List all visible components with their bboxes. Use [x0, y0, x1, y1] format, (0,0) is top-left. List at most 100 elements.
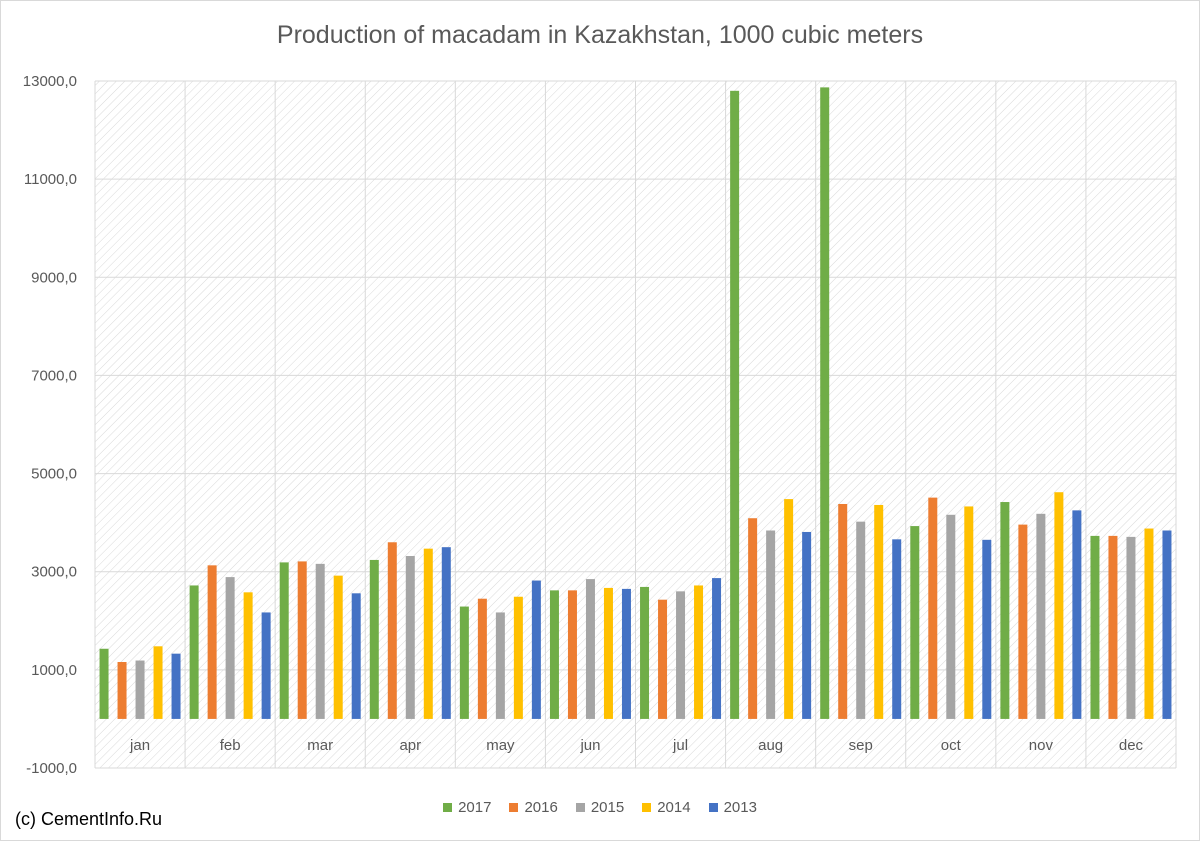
- legend-label: 2016: [524, 799, 558, 816]
- bar-2017-jun: [549, 590, 559, 719]
- bar-2017-feb: [189, 585, 199, 719]
- bar-2015-nov: [1036, 513, 1046, 719]
- legend-item-2016: 2016: [509, 799, 558, 816]
- bar-2017-nov: [1000, 502, 1010, 719]
- bar-2013-aug: [802, 531, 812, 719]
- legend-swatch: [509, 803, 519, 812]
- y-tick-label: 9000,0: [31, 269, 77, 286]
- bar-2014-jun: [603, 587, 613, 719]
- bar-2014-apr: [423, 548, 433, 719]
- bar-2017-may: [459, 606, 469, 719]
- bar-2014-may: [513, 596, 523, 719]
- bar-2017-dec: [1090, 535, 1100, 719]
- bar-2013-oct: [982, 539, 992, 719]
- bars: [99, 87, 1172, 719]
- legend-swatch: [575, 803, 585, 812]
- bar-2016-feb: [207, 565, 217, 719]
- legend-swatch: [642, 803, 652, 812]
- legend-label: 2014: [657, 799, 691, 816]
- y-tick-label: 13000,0: [23, 73, 77, 90]
- bar-2016-oct: [928, 497, 938, 719]
- x-tick-label: oct: [941, 737, 962, 754]
- x-tick-label: jul: [672, 737, 688, 754]
- y-tick-label: 3000,0: [31, 564, 77, 581]
- legend-swatch: [443, 803, 453, 812]
- gridlines: [94, 80, 1177, 769]
- bar-2015-jan: [135, 660, 145, 719]
- legend-label: 2017: [458, 799, 492, 816]
- bar-2015-oct: [946, 514, 956, 719]
- bar-2016-apr: [387, 542, 397, 719]
- bar-2014-nov: [1054, 492, 1064, 719]
- chart-title: Production of macadam in Kazakhstan, 100…: [276, 21, 924, 49]
- bar-2014-aug: [784, 499, 794, 719]
- bar-2013-feb: [261, 612, 271, 719]
- x-tick-label: sep: [849, 737, 873, 754]
- credit-text: (c) CementInfo.Ru: [15, 809, 163, 829]
- bar-2013-nov: [1072, 510, 1082, 719]
- x-tick-label: apr: [399, 737, 421, 754]
- x-tick-label: aug: [758, 737, 783, 754]
- bar-2015-may: [495, 612, 505, 719]
- bar-2016-dec: [1108, 535, 1118, 719]
- bar-2014-jan: [153, 646, 163, 719]
- y-tick-label: -1000,0: [26, 760, 77, 777]
- x-tick-label: mar: [307, 737, 333, 754]
- x-tick-label: jun: [579, 737, 600, 754]
- bar-2017-jan: [99, 648, 109, 719]
- bar-2015-apr: [405, 556, 415, 719]
- bar-2016-nov: [1018, 524, 1028, 719]
- bar-2015-aug: [766, 530, 776, 719]
- bar-2013-dec: [1162, 530, 1172, 719]
- bar-2016-jun: [567, 590, 577, 719]
- legend-item-2015: 2015: [575, 799, 625, 816]
- bar-2017-oct: [910, 526, 920, 719]
- bar-2013-sep: [892, 539, 902, 719]
- x-tick-label: feb: [220, 737, 241, 754]
- bar-2016-aug: [748, 518, 758, 719]
- bar-2014-sep: [874, 504, 884, 719]
- legend: 2017 2016 2015 2014 2013: [1, 799, 1199, 816]
- bar-2016-sep: [838, 503, 848, 719]
- bar-2014-dec: [1144, 528, 1154, 719]
- bar-2017-aug: [730, 90, 740, 719]
- bar-2017-mar: [279, 562, 289, 719]
- bar-2017-apr: [369, 559, 379, 719]
- y-tick-label: 5000,0: [31, 466, 77, 483]
- bar-2016-mar: [297, 561, 307, 719]
- legend-item-2013: 2013: [708, 799, 757, 816]
- y-tick-label: 1000,0: [31, 662, 77, 679]
- legend-swatch: [708, 803, 718, 812]
- x-tick-label: dec: [1119, 737, 1144, 754]
- bar-2015-jun: [585, 579, 595, 719]
- bar-2013-may: [531, 580, 541, 719]
- bar-2014-mar: [333, 575, 343, 719]
- bar-2017-sep: [820, 87, 830, 719]
- bar-2015-sep: [856, 521, 866, 719]
- bar-2015-dec: [1126, 536, 1136, 719]
- bar-2013-jul: [712, 578, 722, 719]
- y-tick-label: 7000,0: [31, 367, 77, 384]
- bar-2015-jul: [676, 591, 686, 719]
- bar-2013-jun: [621, 588, 631, 719]
- bar-2013-jan: [171, 653, 181, 719]
- legend-label: 2015: [590, 799, 625, 816]
- bar-2013-apr: [441, 547, 451, 719]
- bar-2014-feb: [243, 592, 253, 719]
- bar-2015-mar: [315, 563, 325, 719]
- bar-2014-jul: [694, 585, 704, 719]
- bar-2013-mar: [351, 593, 361, 719]
- legend-item-2017: 2017: [443, 799, 491, 816]
- axes: 13000,0 11000,0 9000,0 7000,0 5000,0 3000,0 10…: [23, 73, 1144, 777]
- bar-2016-may: [477, 598, 487, 719]
- bar-2017-jul: [640, 586, 650, 719]
- legend-item-2014: 2014: [642, 799, 691, 816]
- y-tick-label: 11000,0: [24, 171, 77, 188]
- x-tick-label: may: [486, 737, 515, 754]
- x-tick-label: nov: [1029, 737, 1054, 754]
- bar-2016-jul: [658, 599, 668, 719]
- bar-2015-feb: [225, 577, 235, 719]
- x-tick-label: jan: [129, 737, 150, 754]
